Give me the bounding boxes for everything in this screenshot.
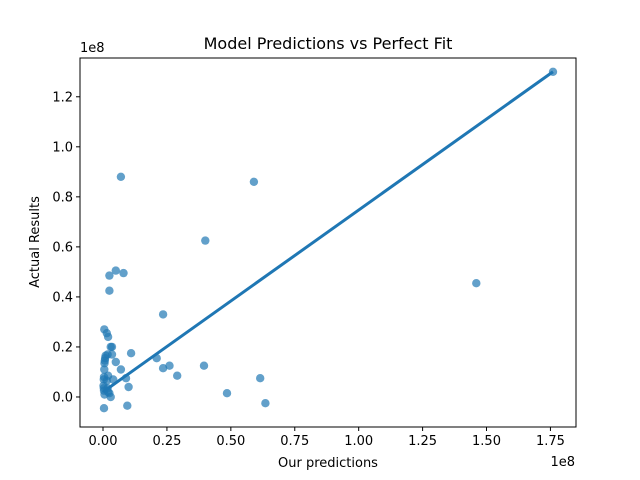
data-point bbox=[103, 332, 113, 342]
y-tick-label: 1.2 bbox=[52, 90, 73, 105]
x-tick-label: 1.25 bbox=[408, 434, 437, 449]
data-point bbox=[256, 374, 265, 383]
data-point bbox=[116, 365, 126, 374]
data-point bbox=[119, 268, 128, 278]
data-point bbox=[107, 350, 117, 359]
data-point bbox=[124, 382, 133, 392]
x-axis-label: Our predictions bbox=[278, 456, 378, 471]
x-tick-label: 0.25 bbox=[152, 434, 181, 449]
data-point bbox=[100, 359, 109, 368]
data-point bbox=[158, 310, 168, 319]
chart-title: Model Predictions vs Perfect Fit bbox=[204, 34, 453, 53]
data-point bbox=[123, 401, 132, 410]
y-tick-label: 0.0 bbox=[52, 390, 73, 405]
data-point bbox=[249, 177, 259, 186]
y-tick-label: 0.2 bbox=[52, 340, 73, 355]
plot-layer bbox=[99, 67, 558, 413]
data-point bbox=[102, 376, 112, 385]
y-axis-ticks: 0.0 0.2 0.4 0.6 0.8 1.0 1.2 bbox=[52, 90, 80, 405]
data-point bbox=[105, 271, 114, 280]
perfect-fit-line bbox=[102, 70, 554, 394]
x-tick-label: 0.50 bbox=[216, 434, 245, 449]
data-point bbox=[173, 371, 182, 380]
data-point bbox=[111, 266, 121, 275]
x-tick-label: 1.75 bbox=[536, 434, 565, 449]
y-tick-label: 0.4 bbox=[52, 290, 73, 305]
data-point bbox=[116, 172, 126, 181]
axes-frame bbox=[79, 57, 577, 428]
x-tick-label: 1.50 bbox=[472, 434, 501, 449]
x-offset-text: 1e8 bbox=[550, 455, 575, 470]
y-offset-text: 1e8 bbox=[80, 41, 105, 56]
y-tick-label: 1.0 bbox=[52, 140, 73, 155]
data-point bbox=[105, 286, 114, 295]
data-point bbox=[107, 342, 117, 352]
data-point bbox=[201, 236, 210, 245]
data-point bbox=[126, 349, 136, 358]
x-axis-ticks: 0.00 0.25 0.50 0.75 1.00 1.25 1.50 1.75 bbox=[89, 427, 565, 449]
data-point bbox=[165, 361, 174, 370]
x-tick-label: 0.75 bbox=[280, 434, 309, 449]
data-point bbox=[472, 279, 481, 288]
x-tick-label: 1.00 bbox=[344, 434, 373, 449]
y-tick-label: 0.8 bbox=[52, 190, 73, 205]
data-point bbox=[199, 361, 209, 370]
data-point bbox=[158, 364, 168, 373]
data-point bbox=[106, 392, 115, 402]
data-point bbox=[100, 365, 109, 374]
data-point bbox=[99, 404, 109, 413]
data-point bbox=[261, 399, 270, 408]
x-tick-label: 0.00 bbox=[89, 434, 118, 449]
data-point bbox=[111, 357, 121, 367]
data-point bbox=[222, 389, 232, 398]
y-axis-label: Actual Results bbox=[28, 196, 43, 288]
y-tick-label: 0.6 bbox=[52, 240, 73, 255]
